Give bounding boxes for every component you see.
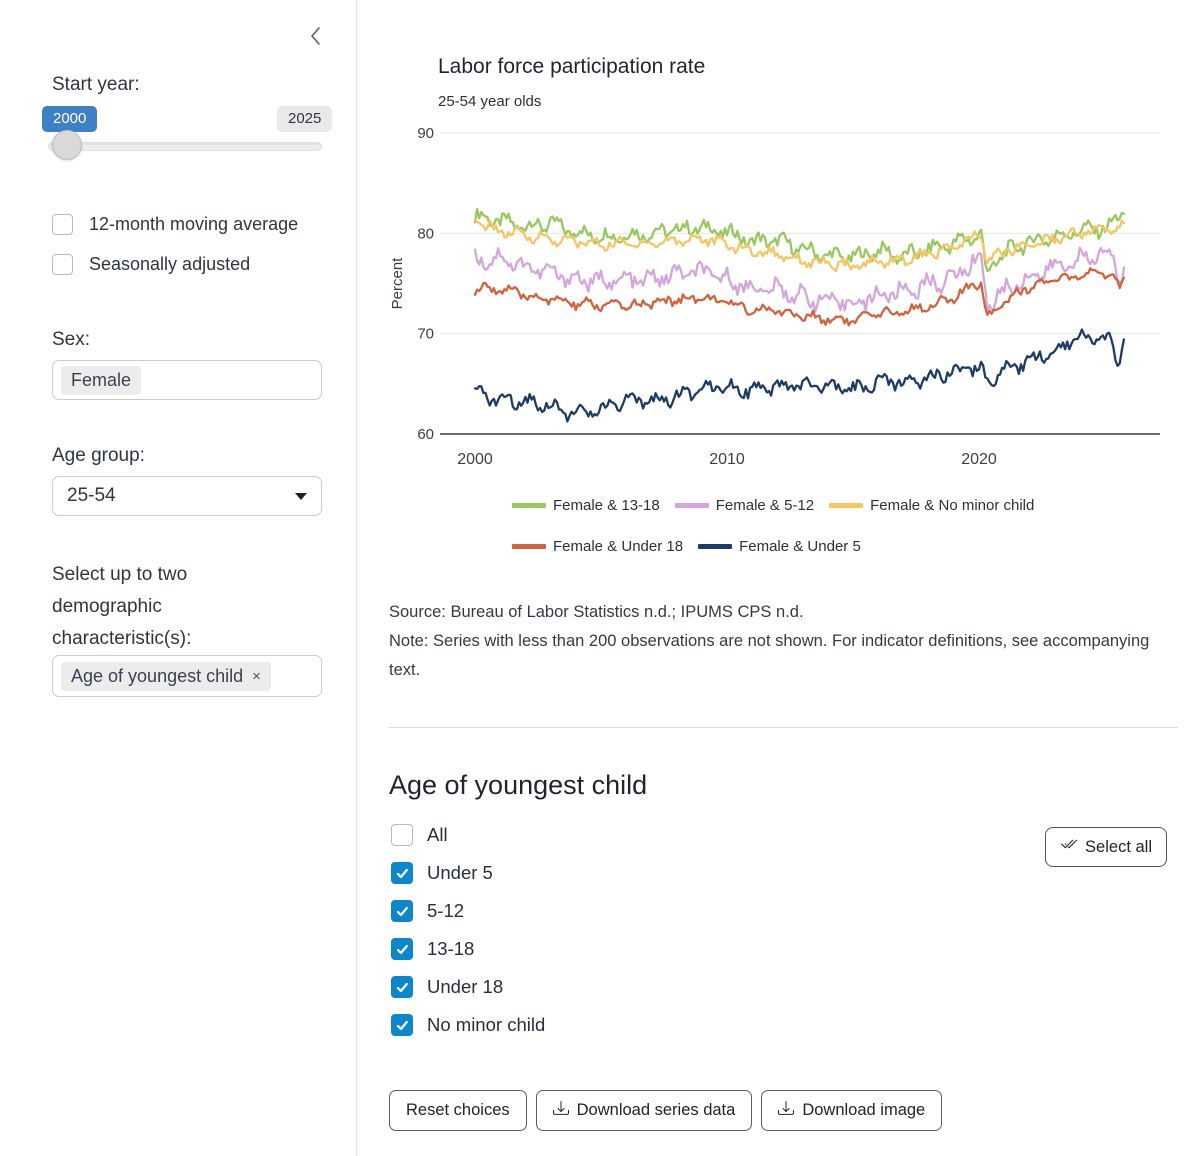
- download-series-data-button[interactable]: Download series data: [535, 1090, 753, 1131]
- start-year-max-badge: 2025: [277, 106, 333, 132]
- checkbox-unchecked[interactable]: [391, 824, 413, 846]
- download-series-data-label: Download series data: [576, 1101, 736, 1119]
- legend-row: Female & Under 18 Female & Under 5: [512, 538, 1034, 555]
- chevron-left-icon: [306, 26, 326, 50]
- reset-choices-label: Reset choices: [406, 1101, 510, 1119]
- child-option-label: No minor child: [427, 1014, 546, 1035]
- series-line-female-no-minor-child: [473, 218, 1126, 273]
- legend-label: Female & 13-18: [553, 497, 660, 514]
- action-buttons: Reset choices Download series data Downl…: [389, 1090, 943, 1131]
- legend-item-female-under-5[interactable]: Female & Under 5: [698, 538, 861, 555]
- child-option-5-12[interactable]: 5-12: [391, 892, 545, 930]
- svg-text:2020: 2020: [961, 451, 997, 468]
- chart-legend: Female & 13-18 Female & 5-12 Female & No m…: [512, 497, 1034, 555]
- sex-multiselect-input[interactable]: Female: [52, 360, 322, 400]
- svg-text:70: 70: [417, 326, 434, 343]
- legend-label: Female & Under 18: [553, 538, 684, 555]
- svg-text:90: 90: [417, 125, 434, 142]
- legend-swatch: [512, 503, 546, 508]
- legend-swatch: [829, 503, 864, 508]
- chart-subtitle: 25-54 year olds: [438, 93, 542, 110]
- age-group-label: Age group:: [52, 445, 145, 466]
- legend-swatch: [512, 544, 546, 549]
- checkbox-unchecked[interactable]: [52, 254, 73, 275]
- child-option-label: Under 18: [427, 976, 504, 997]
- download-image-label: Download image: [802, 1101, 926, 1119]
- sex-tag: Female: [61, 365, 142, 395]
- legend-item-female-5-12[interactable]: Female & 5-12: [674, 497, 815, 514]
- legend-label: Female & Under 5: [739, 538, 861, 555]
- chart-notes: Source: Bureau of Labor Statistics n.d.;…: [389, 598, 1171, 685]
- child-option-label: 13-18: [427, 938, 475, 959]
- sex-label: Sex:: [52, 329, 91, 350]
- child-options: All Under 5 5-12 13-18 Under 18 No minor chil…: [391, 816, 545, 1044]
- child-option-label: 5-12: [427, 900, 465, 921]
- start-year-value-badge: 2000: [42, 106, 98, 132]
- legend-item-female-no-minor-child[interactable]: Female & No minor child: [829, 497, 1034, 514]
- note-text: Note: Series with less than 200 observat…: [389, 632, 1150, 679]
- child-option-under-5[interactable]: Under 5: [391, 854, 545, 892]
- sidebar-collapse-button[interactable]: [303, 24, 329, 50]
- legend-swatch: [674, 503, 709, 508]
- series-line-female-under-18: [473, 267, 1126, 327]
- svg-text:60: 60: [417, 426, 434, 443]
- sex-tag-label: Female: [71, 369, 132, 390]
- child-option-no-minor-child[interactable]: No minor child: [391, 1006, 545, 1044]
- legend-label: Female & No minor child: [870, 497, 1035, 514]
- remove-tag-icon[interactable]: ×: [252, 667, 261, 685]
- age-group-select[interactable]: 25-54: [52, 476, 322, 516]
- legend-item-female-13-18[interactable]: Female & 13-18: [512, 497, 660, 514]
- legend-row: Female & 13-18 Female & 5-12 Female & No m…: [512, 497, 1034, 514]
- child-section-title: Age of youngest child: [389, 770, 648, 800]
- demographics-label: Select up to two demographic characteris…: [52, 564, 192, 649]
- child-option-under-18[interactable]: Under 18: [391, 968, 545, 1006]
- moving-average-checkbox-row[interactable]: 12-month moving average: [52, 214, 298, 235]
- svg-text:2010: 2010: [709, 451, 745, 468]
- child-option-label: Under 5: [427, 862, 493, 883]
- checkbox-unchecked[interactable]: [52, 214, 73, 235]
- seasonally-adjusted-checkbox-row[interactable]: Seasonally adjusted: [52, 254, 250, 275]
- svg-text:2000: 2000: [457, 451, 493, 468]
- age-group-value: 25-54: [67, 485, 116, 506]
- legend-label: Female & 5-12: [715, 497, 815, 514]
- series-line-female-under-5: [473, 328, 1126, 423]
- demographic-tag-label: Age of youngest child: [71, 665, 244, 686]
- reset-choices-button[interactable]: Reset choices: [389, 1090, 527, 1131]
- select-all-button[interactable]: Select all: [1045, 827, 1167, 867]
- source-text: Source: Bureau of Labor Statistics n.d.;…: [389, 603, 804, 621]
- caret-down-icon: [295, 492, 307, 500]
- check-all-icon: [1060, 836, 1078, 858]
- checkbox-checked[interactable]: [391, 976, 413, 998]
- demographics-multiselect-input[interactable]: Age of youngest child ×: [52, 655, 322, 697]
- svg-text:Percent: Percent: [389, 257, 406, 310]
- checkbox-checked[interactable]: [391, 1014, 413, 1036]
- download-icon: [778, 1100, 795, 1121]
- child-option-label: All: [427, 824, 448, 845]
- select-all-label: Select all: [1085, 837, 1152, 856]
- chart-title: Labor force participation rate: [438, 55, 706, 78]
- legend-item-female-under-18[interactable]: Female & Under 18: [512, 538, 683, 555]
- section-divider: [389, 727, 1178, 728]
- start-year-slider-handle[interactable]: [52, 130, 82, 160]
- moving-average-label: 12-month moving average: [89, 214, 299, 234]
- download-icon: [552, 1100, 569, 1121]
- legend-swatch: [698, 544, 733, 549]
- download-image-button[interactable]: Download image: [761, 1090, 943, 1131]
- start-year-label: Start year:: [52, 74, 140, 95]
- checkbox-checked[interactable]: [391, 862, 413, 884]
- checkbox-checked[interactable]: [391, 938, 413, 960]
- seasonally-adjusted-label: Seasonally adjusted: [89, 254, 251, 274]
- start-year-slider-track[interactable]: [48, 142, 322, 151]
- line-chart: 60 70 80 90 2000 2010 2020 Percent: [389, 125, 1160, 468]
- child-option-13-18[interactable]: 13-18: [391, 930, 545, 968]
- demographic-tag: Age of youngest child ×: [61, 661, 271, 691]
- svg-text:80: 80: [417, 225, 434, 242]
- child-option-all[interactable]: All: [391, 816, 545, 854]
- checkbox-checked[interactable]: [391, 900, 413, 922]
- sidebar-divider: [356, 0, 357, 1156]
